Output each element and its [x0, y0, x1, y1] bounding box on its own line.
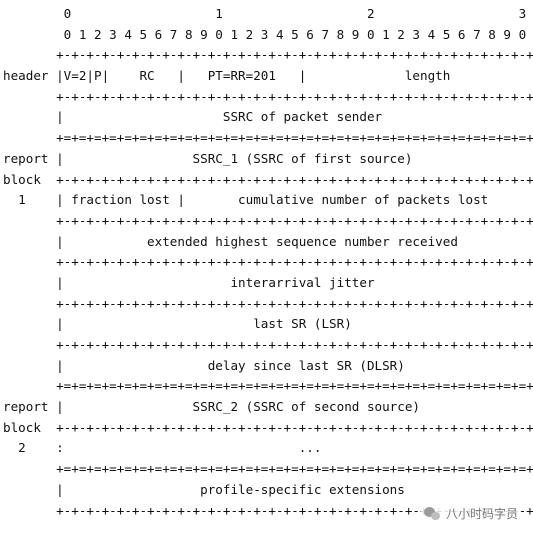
highest-sequence-row: | extended highest sequence number recei…: [3, 233, 533, 249]
border-line: block +-+-+-+-+-+-+-+-+-+-+-+-+-+-+-+-+-…: [3, 419, 533, 435]
report-block-1-ssrc-row: report | SSRC_1 (SSRC of first source) |: [3, 150, 533, 166]
last-sr-row: | last SR (LSR) |: [3, 316, 533, 332]
bit-offset-byte-markers: 0 1 2 3: [3, 6, 527, 21]
border-line: block +-+-+-+-+-+-+-+-+-+-+-+-+-+-+-+-+-…: [3, 171, 533, 187]
section-separator: +=+=+=+=+=+=+=+=+=+=+=+=+=+=+=+=+=+=+=+=…: [3, 461, 533, 477]
section-separator: +=+=+=+=+=+=+=+=+=+=+=+=+=+=+=+=+=+=+=+=…: [3, 130, 533, 146]
ellipsis-row: 2 : ... :: [3, 440, 533, 456]
header-fields-row: header |V=2|P| RC | PT=RR=201 | length |: [3, 68, 533, 84]
section-separator: +=+=+=+=+=+=+=+=+=+=+=+=+=+=+=+=+=+=+=+=…: [3, 378, 533, 394]
border-line: +-+-+-+-+-+-+-+-+-+-+-+-+-+-+-+-+-+-+-+-…: [3, 88, 533, 104]
border-line: +-+-+-+-+-+-+-+-+-+-+-+-+-+-+-+-+-+-+-+-…: [3, 337, 533, 352]
report-block-2-ssrc-row: report | SSRC_2 (SSRC of second source) …: [3, 399, 533, 415]
border-line: +-+-+-+-+-+-+-+-+-+-+-+-+-+-+-+-+-+-+-+-…: [3, 254, 533, 270]
chat-bubble-icon: [423, 506, 442, 521]
interarrival-jitter-row: | interarrival jitter |: [3, 274, 533, 290]
fraction-lost-row: 1 | fraction lost | cumulative number of…: [3, 192, 533, 208]
border-line: +-+-+-+-+-+-+-+-+-+-+-+-+-+-+-+-+-+-+-+-…: [3, 212, 533, 228]
border-line: +-+-+-+-+-+-+-+-+-+-+-+-+-+-+-+-+-+-+-+-…: [3, 502, 533, 518]
sender-ssrc-row: | SSRC of packet sender |: [3, 109, 533, 125]
bit-offset-digits: 0 1 2 3 4 5 6 7 8 9 0 1 2 3 4 5 6 7 8 9 …: [3, 26, 533, 42]
rtcp-rr-packet-diagram: 0 1 2 3 0 1 2 3 4 5 6 7 8 9 0 1 2 3 4 5 …: [3, 4, 533, 521]
dlsr-row: | delay since last SR (DLSR) |: [3, 357, 533, 373]
watermark-text: 八小时码字员: [445, 507, 518, 521]
profile-extensions-row: | profile-specific extensions |: [3, 481, 533, 497]
watermark: 八小时码字员: [420, 504, 521, 523]
border-line: +-+-+-+-+-+-+-+-+-+-+-+-+-+-+-+-+-+-+-+-…: [3, 47, 533, 63]
border-line: +-+-+-+-+-+-+-+-+-+-+-+-+-+-+-+-+-+-+-+-…: [3, 295, 533, 311]
